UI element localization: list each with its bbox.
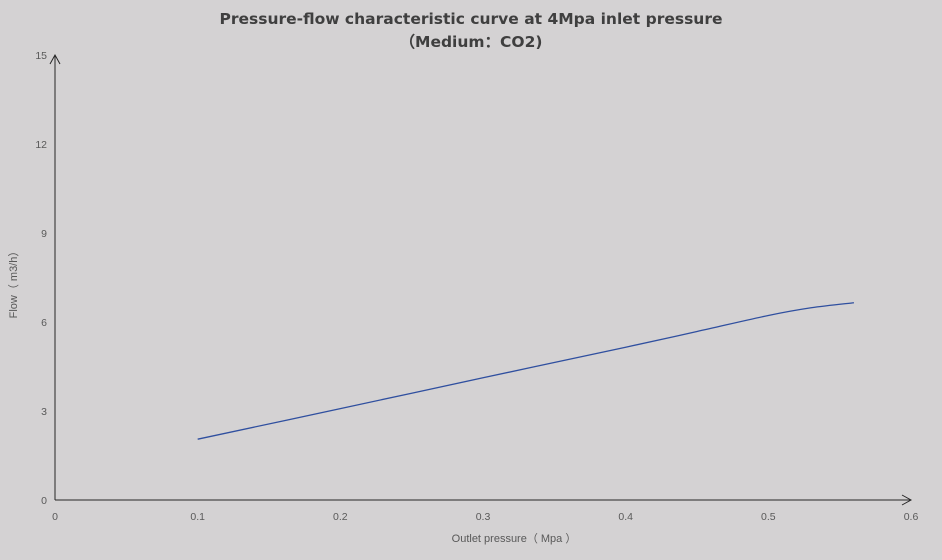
y-tick-label: 9 — [41, 228, 47, 240]
x-tick-label: 0.1 — [190, 511, 205, 523]
x-axis-title: Outlet pressure（ Mpa ） — [451, 533, 577, 545]
x-tick-label: 0.2 — [333, 511, 348, 523]
x-tick-label: 0.6 — [904, 511, 919, 523]
chart-title: Pressure-flow characteristic curve at 4M… — [219, 10, 723, 28]
y-tick-label: 6 — [41, 317, 47, 329]
series-line — [197, 302, 855, 440]
y-axis-arrow-icon — [49, 53, 61, 65]
axes — [49, 53, 913, 506]
y-tick-label: 15 — [35, 50, 47, 62]
x-tick-label: 0.3 — [476, 511, 491, 523]
x-tick-label: 0.5 — [761, 511, 776, 523]
y-axis-title: Flow（ m3/h） — [8, 245, 20, 319]
chart-subtitle: （Medium：CO2) — [399, 33, 543, 51]
tick-labels: 0 0.1 0.2 0.3 0.4 0.5 0.6 0 3 6 9 12 15 — [35, 50, 918, 523]
x-axis-arrow-icon — [901, 494, 913, 506]
y-tick-label: 0 — [41, 495, 47, 507]
series-group — [197, 302, 855, 440]
x-tick-label: 0.4 — [618, 511, 633, 523]
x-tick-label: 0 — [52, 511, 58, 523]
y-tick-label: 3 — [41, 406, 47, 418]
y-tick-label: 12 — [35, 139, 47, 151]
